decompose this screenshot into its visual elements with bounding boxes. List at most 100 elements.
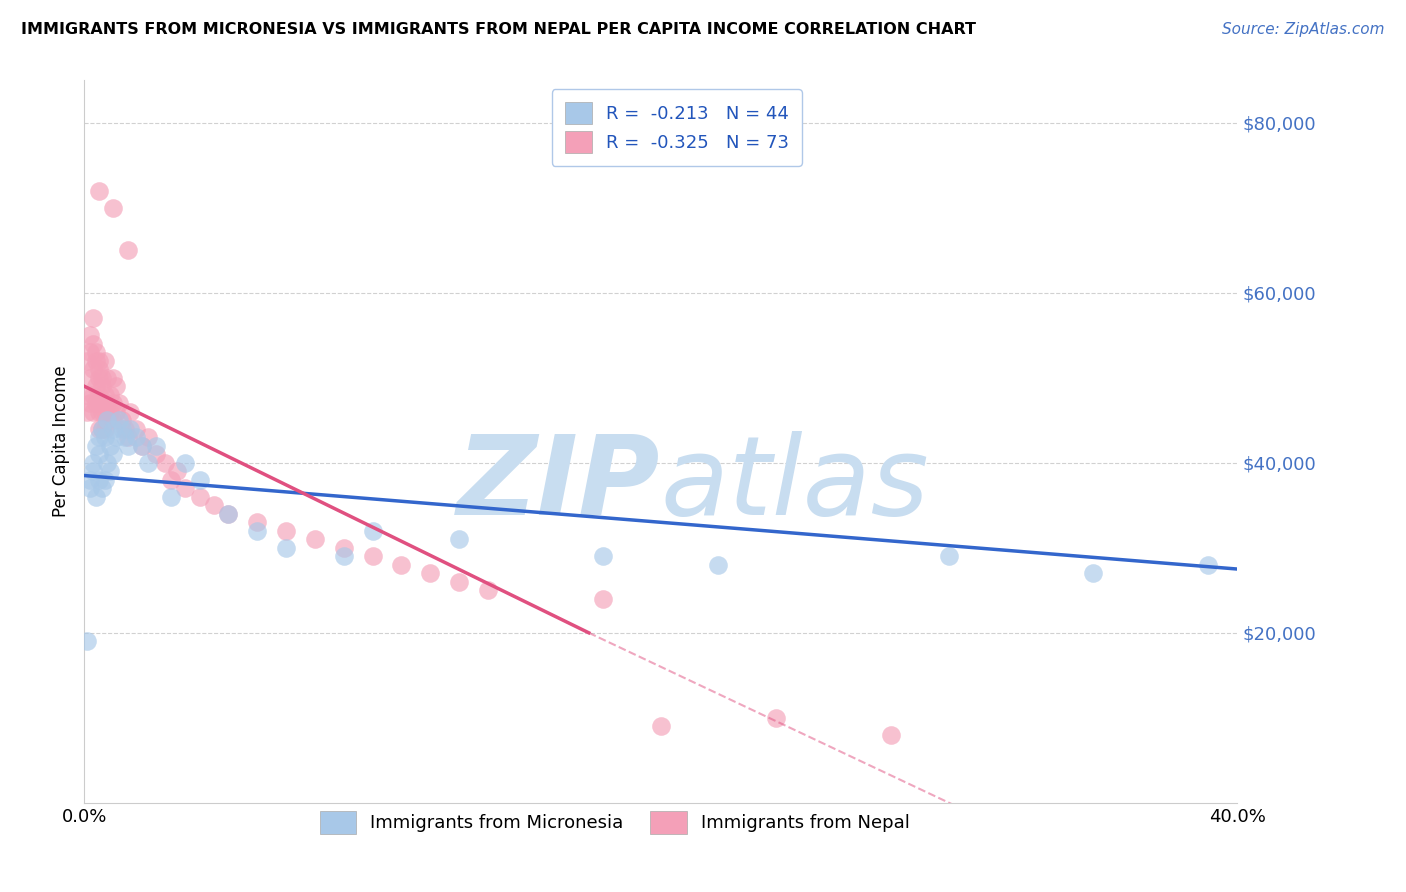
Point [84,396,107,410]
Point [84,345,107,359]
Point [938,549,960,564]
Point [111,413,134,427]
Point [166,464,188,478]
Point [592,549,614,564]
Point [246,524,269,538]
Point [188,490,211,504]
Point [160,490,183,504]
Point [90,422,112,436]
Point [82,362,104,376]
Point [96,396,118,410]
Point [90,422,112,436]
Point [131,439,153,453]
Point [93,353,115,368]
Point [76,405,98,419]
Point [87,371,110,385]
Point [1198,558,1220,572]
Point [87,430,110,444]
Point [103,447,124,461]
Point [105,405,128,419]
Point [82,311,104,326]
Point [117,430,139,444]
Point [82,336,104,351]
Point [84,490,107,504]
Text: ZIP: ZIP [457,432,661,539]
Point [93,473,115,487]
Point [103,422,124,436]
Point [87,184,110,198]
Point [174,456,197,470]
Point [103,413,124,427]
Point [76,634,98,648]
Point [76,388,98,402]
Point [218,507,240,521]
Text: IMMIGRANTS FROM MICRONESIA VS IMMIGRANTS FROM NEPAL PER CAPITA INCOME CORRELATIO: IMMIGRANTS FROM MICRONESIA VS IMMIGRANTS… [21,22,976,37]
Point [96,371,118,385]
Point [103,396,124,410]
Point [202,498,225,512]
Point [87,473,110,487]
Point [114,430,136,444]
Text: atlas: atlas [661,432,929,539]
Point [82,464,104,478]
Point [136,456,159,470]
Point [188,473,211,487]
Point [98,405,121,419]
Point [136,430,159,444]
Point [90,405,112,419]
Point [449,574,471,589]
Point [145,439,167,453]
Point [304,533,326,547]
Point [103,201,124,215]
Point [87,353,110,368]
Point [246,516,269,530]
Point [87,362,110,376]
Y-axis label: Per Capita Income: Per Capita Income [52,366,70,517]
Point [1083,566,1105,581]
Point [592,591,614,606]
Point [90,481,112,495]
Point [765,711,787,725]
Point [84,439,107,453]
Point [98,439,121,453]
Point [707,558,730,572]
Point [114,422,136,436]
Point [361,549,384,564]
Point [131,439,153,453]
Point [98,464,121,478]
Point [160,473,183,487]
Point [82,405,104,419]
Point [276,524,298,538]
Point [125,422,148,436]
Point [96,456,118,470]
Point [79,371,101,385]
Point [96,413,118,427]
Point [218,507,240,521]
Point [111,422,134,436]
Point [880,728,903,742]
Point [108,396,131,410]
Point [174,481,197,495]
Point [87,422,110,436]
Point [93,430,115,444]
Point [276,541,298,555]
Point [79,396,101,410]
Point [84,353,107,368]
Point [87,388,110,402]
Point [391,558,413,572]
Point [108,413,131,427]
Point [105,430,128,444]
Point [84,379,107,393]
Point [650,719,672,733]
Point [117,244,139,258]
Point [333,549,356,564]
Point [98,388,121,402]
Point [103,371,124,385]
Point [90,371,112,385]
Point [449,533,471,547]
Point [79,328,101,343]
Point [76,353,98,368]
Point [82,388,104,402]
Point [120,405,142,419]
Point [90,379,112,393]
